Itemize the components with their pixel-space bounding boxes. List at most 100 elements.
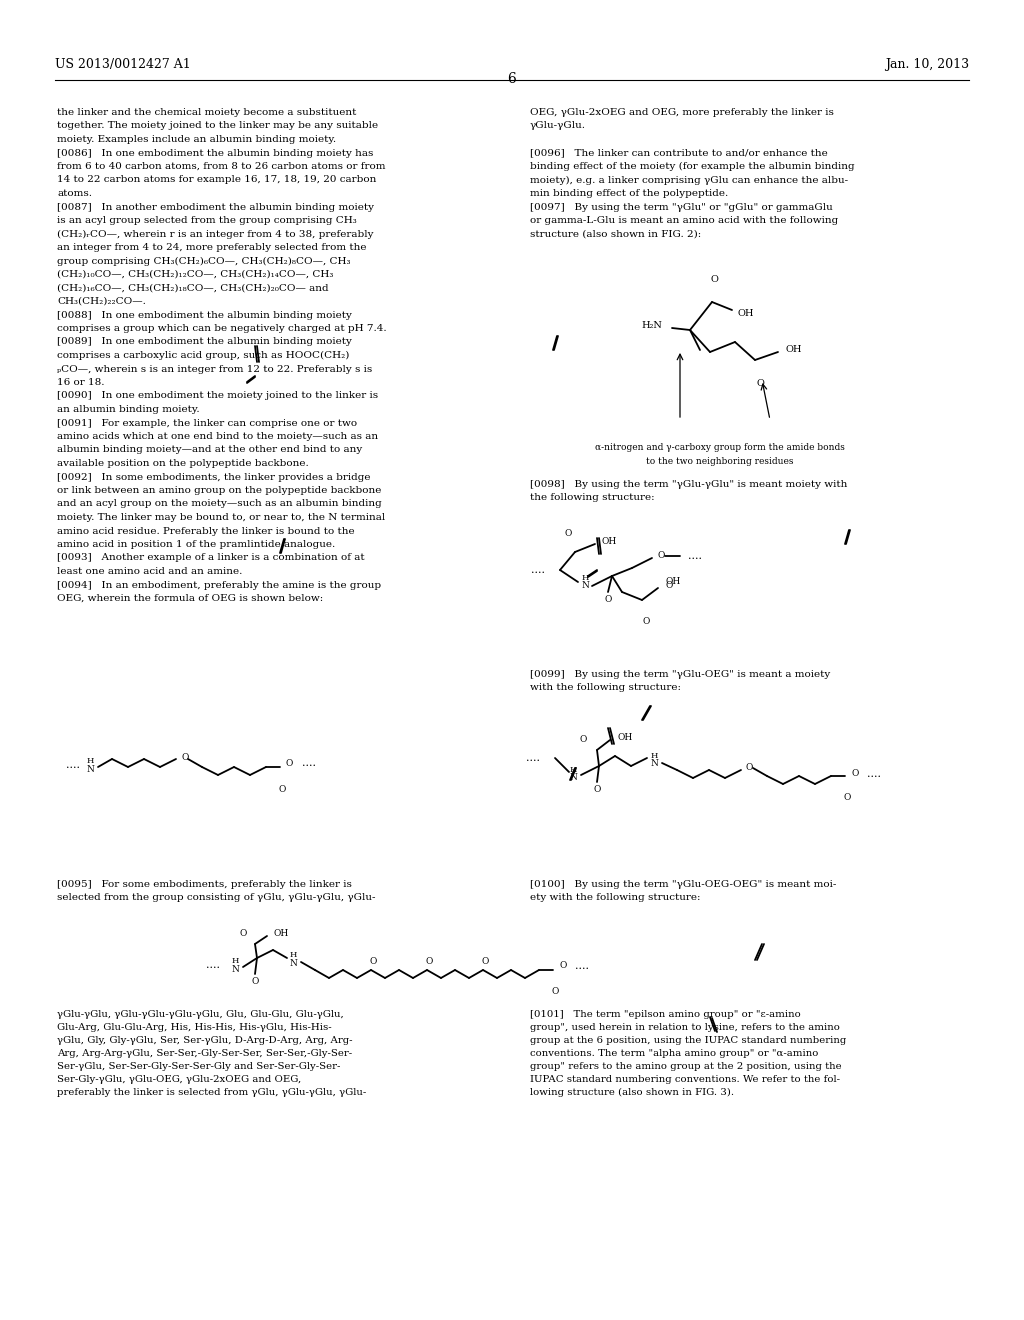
Text: H: H <box>290 950 297 960</box>
Text: O: O <box>665 581 673 590</box>
Text: O: O <box>642 618 649 627</box>
Text: O: O <box>481 957 488 966</box>
Text: (CH₂)₁₆CO—, CH₃(CH₂)₁₈CO—, CH₃(CH₂)₂₀CO— and: (CH₂)₁₆CO—, CH₃(CH₂)₁₈CO—, CH₃(CH₂)₂₀CO—… <box>57 284 329 293</box>
Text: [0094]   In an embodiment, preferably the amine is the group: [0094] In an embodiment, preferably the … <box>57 581 381 590</box>
Text: [0100]   By using the term "γGlu-OEG-OEG" is meant moi-: [0100] By using the term "γGlu-OEG-OEG" … <box>530 880 837 888</box>
Text: and an acyl group on the moiety—such as an albumin binding: and an acyl group on the moiety—such as … <box>57 499 382 508</box>
Text: moiety. Examples include an albumin binding moiety.: moiety. Examples include an albumin bind… <box>57 135 336 144</box>
Text: Arg, Arg-Arg-γGlu, Ser-Ser,-Gly-Ser-Ser, Ser-Ser,-Gly-Ser-: Arg, Arg-Arg-γGlu, Ser-Ser,-Gly-Ser-Ser,… <box>57 1049 352 1059</box>
Text: comprises a group which can be negatively charged at pH 7.4.: comprises a group which can be negativel… <box>57 323 387 333</box>
Text: ety with the following structure:: ety with the following structure: <box>530 894 700 903</box>
Text: 6: 6 <box>508 73 516 86</box>
Text: O: O <box>240 929 247 939</box>
Text: CH₃(CH₂)₂₂CO—.: CH₃(CH₂)₂₂CO—. <box>57 297 145 306</box>
Text: [0089]   In one embodiment the albumin binding moiety: [0089] In one embodiment the albumin bin… <box>57 338 352 346</box>
Text: H: H <box>650 752 657 760</box>
Text: O: O <box>710 276 718 285</box>
Text: [0101]   The term "epilson amino group" or "ε-amino: [0101] The term "epilson amino group" or… <box>530 1010 801 1019</box>
Text: [0095]   For some embodiments, preferably the linker is: [0095] For some embodiments, preferably … <box>57 880 352 888</box>
Text: IUPAC standard numbering conventions. We refer to the fol-: IUPAC standard numbering conventions. We… <box>530 1074 840 1084</box>
Text: [0096]   The linker can contribute to and/or enhance the: [0096] The linker can contribute to and/… <box>530 149 827 157</box>
Text: atoms.: atoms. <box>57 189 92 198</box>
Text: 14 to 22 carbon atoms for example 16, 17, 18, 19, 20 carbon: 14 to 22 carbon atoms for example 16, 17… <box>57 176 377 185</box>
Text: O: O <box>851 770 858 779</box>
Text: an integer from 4 to 24, more preferably selected from the: an integer from 4 to 24, more preferably… <box>57 243 367 252</box>
Text: Glu-Arg, Glu-Glu-Arg, His, His-His, His-γGlu, His-His-: Glu-Arg, Glu-Glu-Arg, His, His-His, His-… <box>57 1023 332 1032</box>
Text: O: O <box>559 961 566 970</box>
Text: preferably the linker is selected from γGlu, γGlu-γGlu, γGlu-: preferably the linker is selected from γ… <box>57 1088 367 1097</box>
Text: ....: .... <box>302 758 316 768</box>
Text: available position on the polypeptide backbone.: available position on the polypeptide ba… <box>57 459 309 469</box>
Text: least one amino acid and an amine.: least one amino acid and an amine. <box>57 568 243 576</box>
Text: O: O <box>580 735 587 744</box>
Text: O: O <box>425 957 433 966</box>
Text: O: O <box>746 763 754 772</box>
Text: ₚCO—, wherein s is an integer from 12 to 22. Preferably s is: ₚCO—, wherein s is an integer from 12 to… <box>57 364 373 374</box>
Text: [0090]   In one embodiment the moiety joined to the linker is: [0090] In one embodiment the moiety join… <box>57 392 378 400</box>
Text: ....: .... <box>66 760 80 770</box>
Text: the linker and the chemical moiety become a substituent: the linker and the chemical moiety becom… <box>57 108 356 117</box>
Text: γGlu, Gly, Gly-γGlu, Ser, Ser-γGlu, D-Arg-D-Arg, Arg, Arg-: γGlu, Gly, Gly-γGlu, Ser, Ser-γGlu, D-Ar… <box>57 1036 352 1045</box>
Text: [0098]   By using the term "γGlu-γGlu" is meant moiety with: [0098] By using the term "γGlu-γGlu" is … <box>530 480 848 488</box>
Text: Jan. 10, 2013: Jan. 10, 2013 <box>885 58 969 71</box>
Text: selected from the group consisting of γGlu, γGlu-γGlu, γGlu-: selected from the group consisting of γG… <box>57 894 376 903</box>
Text: OH: OH <box>737 309 754 318</box>
Text: OEG, wherein the formula of OEG is shown below:: OEG, wherein the formula of OEG is shown… <box>57 594 324 603</box>
Text: US 2013/0012427 A1: US 2013/0012427 A1 <box>55 58 190 71</box>
Text: O: O <box>844 793 851 803</box>
Text: moiety. The linker may be bound to, or near to, the N terminal: moiety. The linker may be bound to, or n… <box>57 513 385 521</box>
Text: N: N <box>86 764 94 774</box>
Text: (CH₂)₁₀CO—, CH₃(CH₂)₁₂CO—, CH₃(CH₂)₁₄CO—, CH₃: (CH₂)₁₀CO—, CH₃(CH₂)₁₂CO—, CH₃(CH₂)₁₄CO—… <box>57 271 334 279</box>
Text: O: O <box>286 759 293 767</box>
Text: OH: OH <box>786 346 803 355</box>
Text: group" refers to the amino group at the 2 position, using the: group" refers to the amino group at the … <box>530 1063 842 1071</box>
Text: albumin binding moiety—and at the other end bind to any: albumin binding moiety—and at the other … <box>57 446 362 454</box>
Text: [0087]   In another embodiment the albumin binding moiety: [0087] In another embodiment the albumin… <box>57 202 374 211</box>
Text: amino acids which at one end bind to the moiety—such as an: amino acids which at one end bind to the… <box>57 432 378 441</box>
Text: amino acid in position 1 of the pramlintide analogue.: amino acid in position 1 of the pramlint… <box>57 540 335 549</box>
Text: OH: OH <box>602 537 617 546</box>
Text: the following structure:: the following structure: <box>530 494 654 503</box>
Text: [0093]   Another example of a linker is a combination of at: [0093] Another example of a linker is a … <box>57 553 365 562</box>
Text: O: O <box>658 550 666 560</box>
Text: amino acid residue. Preferably the linker is bound to the: amino acid residue. Preferably the linke… <box>57 527 354 536</box>
Text: group at the 6 position, using the IUPAC standard numbering: group at the 6 position, using the IUPAC… <box>530 1036 846 1045</box>
Text: or gamma-L-Glu is meant an amino acid with the following: or gamma-L-Glu is meant an amino acid wi… <box>530 216 839 224</box>
Text: is an acyl group selected from the group comprising CH₃: is an acyl group selected from the group… <box>57 216 356 224</box>
Text: lowing structure (also shown in FIG. 3).: lowing structure (also shown in FIG. 3). <box>530 1088 734 1097</box>
Text: [0086]   In one embodiment the albumin binding moiety has: [0086] In one embodiment the albumin bin… <box>57 149 374 157</box>
Text: Ser-Gly-γGlu, γGlu-OEG, γGlu-2xOEG and OEG,: Ser-Gly-γGlu, γGlu-OEG, γGlu-2xOEG and O… <box>57 1074 301 1084</box>
Text: O: O <box>756 380 764 388</box>
Text: an albumin binding moiety.: an albumin binding moiety. <box>57 405 200 414</box>
Text: Ser-γGlu, Ser-Ser-Gly-Ser-Ser-Gly and Ser-Ser-Gly-Ser-: Ser-γGlu, Ser-Ser-Gly-Ser-Ser-Gly and Se… <box>57 1063 340 1071</box>
Text: structure (also shown in FIG. 2):: structure (also shown in FIG. 2): <box>530 230 701 239</box>
Text: α-nitrogen and γ-carboxy group form the amide bonds: α-nitrogen and γ-carboxy group form the … <box>595 444 845 453</box>
Text: N: N <box>569 774 577 783</box>
Text: moiety), e.g. a linker comprising γGlu can enhance the albu-: moiety), e.g. a linker comprising γGlu c… <box>530 176 848 185</box>
Text: binding effect of the moiety (for example the albumin binding: binding effect of the moiety (for exampl… <box>530 162 855 172</box>
Text: [0088]   In one embodiment the albumin binding moiety: [0088] In one embodiment the albumin bin… <box>57 310 352 319</box>
Text: ....: .... <box>867 770 881 779</box>
Text: OH: OH <box>617 734 632 742</box>
Text: N: N <box>289 958 297 968</box>
Text: OH: OH <box>273 929 288 939</box>
Text: or link between an amino group on the polypeptide backbone: or link between an amino group on the po… <box>57 486 381 495</box>
Text: H₂N: H₂N <box>641 321 662 330</box>
Text: to the two neighboring residues: to the two neighboring residues <box>646 458 794 466</box>
Text: H: H <box>86 756 93 766</box>
Text: γGlu-γGlu, γGlu-γGlu-γGlu-γGlu, Glu, Glu-Glu, Glu-γGlu,: γGlu-γGlu, γGlu-γGlu-γGlu-γGlu, Glu, Glu… <box>57 1010 344 1019</box>
Text: N: N <box>581 582 589 590</box>
Text: ....: .... <box>531 565 545 576</box>
Text: 16 or 18.: 16 or 18. <box>57 378 104 387</box>
Text: comprises a carboxylic acid group, such as HOOC(CH₂): comprises a carboxylic acid group, such … <box>57 351 349 360</box>
Text: N: N <box>650 759 658 768</box>
Text: ....: .... <box>206 960 220 970</box>
Text: conventions. The term "alpha amino group" or "α-amino: conventions. The term "alpha amino group… <box>530 1049 818 1059</box>
Text: ....: .... <box>575 961 589 972</box>
Text: (CH₂)ᵣCO—, wherein r is an integer from 4 to 38, preferably: (CH₂)ᵣCO—, wherein r is an integer from … <box>57 230 374 239</box>
Text: O: O <box>551 987 559 997</box>
Text: [0099]   By using the term "γGlu-OEG" is meant a moiety: [0099] By using the term "γGlu-OEG" is m… <box>530 671 830 678</box>
Text: O: O <box>279 784 286 793</box>
Text: OEG, γGlu-2xOEG and OEG, more preferably the linker is: OEG, γGlu-2xOEG and OEG, more preferably… <box>530 108 834 117</box>
Text: together. The moiety joined to the linker may be any suitable: together. The moiety joined to the linke… <box>57 121 378 131</box>
